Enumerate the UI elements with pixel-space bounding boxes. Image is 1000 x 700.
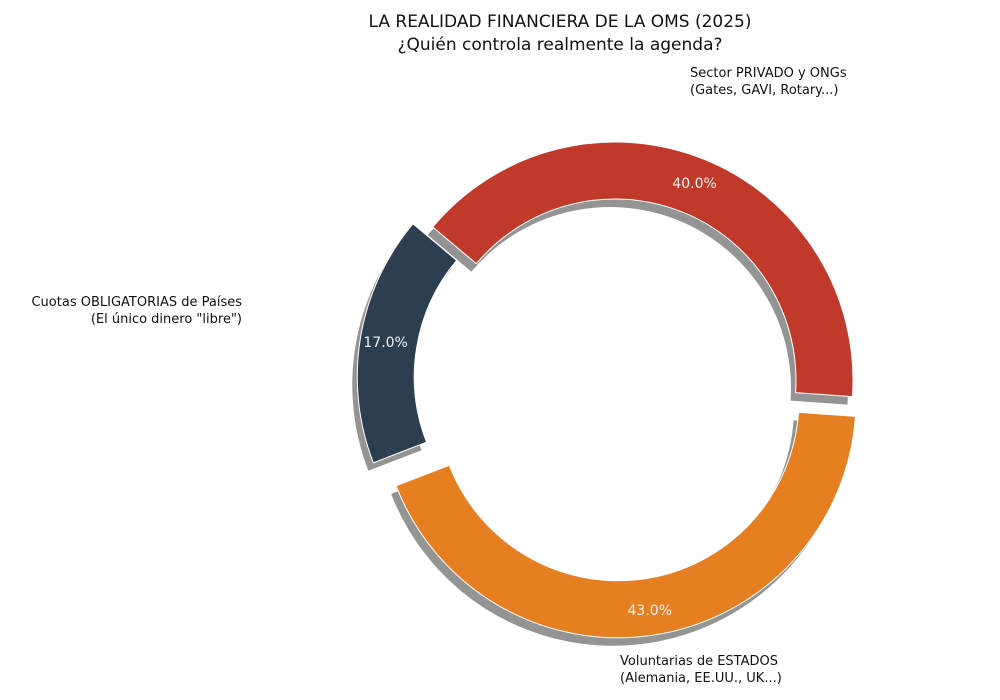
slice-label-cuotas-line1: Cuotas OBLIGATORIAS de Países xyxy=(31,295,242,310)
pct-label-cuotas: 17.0% xyxy=(363,335,407,351)
chart-subtitle: ¿Quién controla realmente la agenda? xyxy=(397,35,722,55)
donut-slices: 17.0% 43.0% 40.0% xyxy=(356,141,856,639)
slice-labels: Cuotas OBLIGATORIAS de Países (El único d… xyxy=(31,66,846,686)
slice-label-privado-line1: Sector PRIVADO y ONGs xyxy=(690,66,847,81)
pct-label-privado: 40.0% xyxy=(672,176,716,192)
slice-privado xyxy=(431,141,854,398)
slice-label-privado-line2: (Gates, GAVI, Rotary...) xyxy=(690,83,839,98)
slice-label-cuotas-line2: (El único dinero "libre") xyxy=(91,312,242,327)
pct-label-estados: 43.0% xyxy=(628,603,672,619)
slice-label-estados-line2: (Alemania, EE.UU., UK...) xyxy=(620,671,782,686)
slice-label-estados-line1: Voluntarias de ESTADOS xyxy=(620,654,778,669)
slice-estados xyxy=(395,411,856,639)
chart-title: LA REALIDAD FINANCIERA DE LA OMS (2025) xyxy=(368,12,751,32)
slice-cuotas xyxy=(356,223,458,464)
